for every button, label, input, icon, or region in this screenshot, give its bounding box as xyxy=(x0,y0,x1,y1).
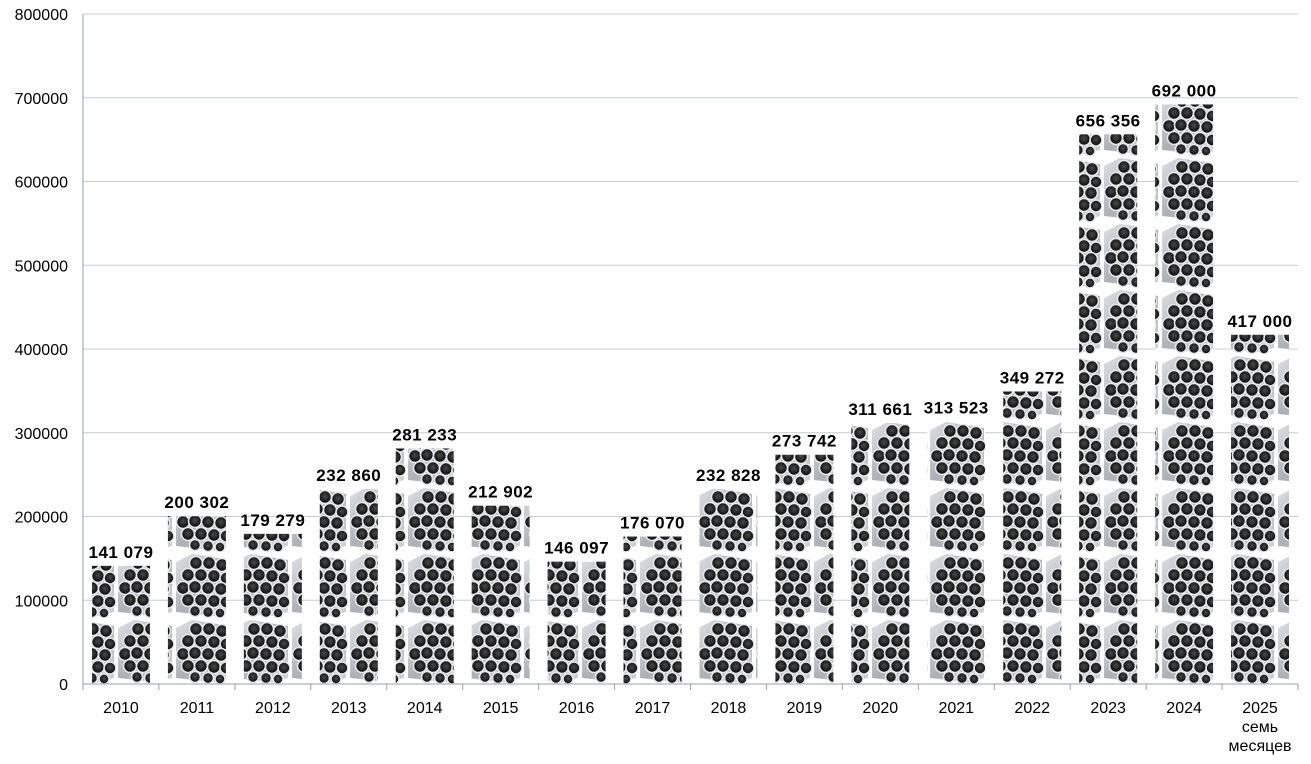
bar xyxy=(927,421,986,684)
data-label: 656 356 xyxy=(1076,111,1141,130)
x-tick-label-line: 2018 xyxy=(711,700,747,717)
x-tick-label: 2013 xyxy=(331,700,367,717)
gridlines xyxy=(83,13,1298,601)
bar xyxy=(471,505,530,684)
x-tick-label-line: 2025 xyxy=(1242,700,1278,717)
bar xyxy=(1003,391,1062,684)
x-tick-label-line: 2020 xyxy=(863,700,899,717)
y-axis-tick-labels: 0 100000 200000 300000 400000 500000 600000 700… xyxy=(15,7,68,694)
x-tick-label-line: 2013 xyxy=(331,700,367,717)
data-label: 179 279 xyxy=(240,511,305,530)
x-tick-label-line: 2010 xyxy=(103,700,139,717)
x-tick-label: 2018 xyxy=(711,700,747,717)
x-tick-label: 2019 xyxy=(787,700,823,717)
x-tick-label: 2017 xyxy=(635,700,671,717)
bar xyxy=(167,516,226,684)
x-tick-label-line: 2014 xyxy=(407,700,443,717)
x-tick-label: 2015 xyxy=(483,700,519,717)
bar xyxy=(91,565,150,684)
x-tick-label-line: 2011 xyxy=(180,700,215,717)
data-label: 200 302 xyxy=(164,493,229,512)
data-label: 176 070 xyxy=(620,514,685,533)
data-label: 313 523 xyxy=(924,398,989,417)
data-label: 349 272 xyxy=(1000,368,1065,387)
x-tick-label-line: 2022 xyxy=(1014,700,1050,717)
y-tick-label: 0 xyxy=(59,677,68,694)
x-tick-label: 2021 xyxy=(938,700,974,717)
x-tick-label-line: семь xyxy=(1242,719,1278,736)
x-tick-label-line: 2016 xyxy=(559,700,595,717)
bars xyxy=(91,104,1290,684)
x-tick-label: 2014 xyxy=(407,700,443,717)
x-tick-label: 2011 xyxy=(180,700,215,717)
x-tick-label-line: 2012 xyxy=(255,700,291,717)
bar xyxy=(851,422,910,684)
data-label: 232 860 xyxy=(316,466,381,485)
x-tick-label-line: 2017 xyxy=(635,700,671,717)
data-labels: 141 079 200 302 179 279 232 860 281 233 212 9… xyxy=(88,81,1292,561)
x-tick-label: 2012 xyxy=(255,700,291,717)
data-label: 311 661 xyxy=(848,400,912,419)
bar xyxy=(395,448,454,684)
bar xyxy=(623,536,682,684)
bar xyxy=(1079,134,1138,684)
x-tick-label-line: 2023 xyxy=(1090,700,1126,717)
axes xyxy=(82,14,1299,690)
x-tick-label: 2025 семь месяцев xyxy=(1229,700,1292,755)
x-tick-label-line: месяцев xyxy=(1229,738,1292,755)
y-tick-label: 800000 xyxy=(15,7,68,24)
bar xyxy=(1155,104,1214,684)
y-tick-label: 400000 xyxy=(15,342,68,359)
y-tick-label: 600000 xyxy=(15,175,68,192)
data-label: 692 000 xyxy=(1152,81,1217,100)
data-label: 273 742 xyxy=(772,432,837,451)
x-axis-tick-labels: 2010 2011 2012 2013 2014 2015 2016 2017 2018 2019… xyxy=(103,700,1291,755)
data-label: 212 902 xyxy=(468,483,533,502)
x-tick-label-line: 2019 xyxy=(787,700,823,717)
x-tick-label: 2016 xyxy=(559,700,595,717)
data-label: 417 000 xyxy=(1228,312,1293,331)
data-label: 146 097 xyxy=(544,539,609,558)
bar xyxy=(319,488,378,684)
y-tick-label: 100000 xyxy=(15,593,68,610)
y-tick-label: 700000 xyxy=(15,91,68,108)
x-tick-label: 2022 xyxy=(1014,700,1050,717)
x-tick-label-line: 2021 xyxy=(938,700,974,717)
bar xyxy=(699,489,758,684)
x-tick-label-line: 2015 xyxy=(483,700,519,717)
y-tick-label: 300000 xyxy=(15,426,68,443)
bar xyxy=(547,561,606,684)
bar xyxy=(775,454,834,684)
x-tick-label: 2023 xyxy=(1090,700,1126,717)
y-tick-label: 500000 xyxy=(15,258,68,275)
x-tick-label: 2024 xyxy=(1166,700,1202,717)
x-tick-label: 2020 xyxy=(863,700,899,717)
bar xyxy=(1231,334,1290,684)
x-tick-label: 2010 xyxy=(103,700,139,717)
data-label: 281 233 xyxy=(392,425,457,444)
x-tick-label-line: 2024 xyxy=(1166,700,1202,717)
data-label: 232 828 xyxy=(696,466,761,485)
data-label: 141 079 xyxy=(88,543,153,562)
y-tick-label: 200000 xyxy=(15,510,68,527)
bar xyxy=(243,533,302,684)
